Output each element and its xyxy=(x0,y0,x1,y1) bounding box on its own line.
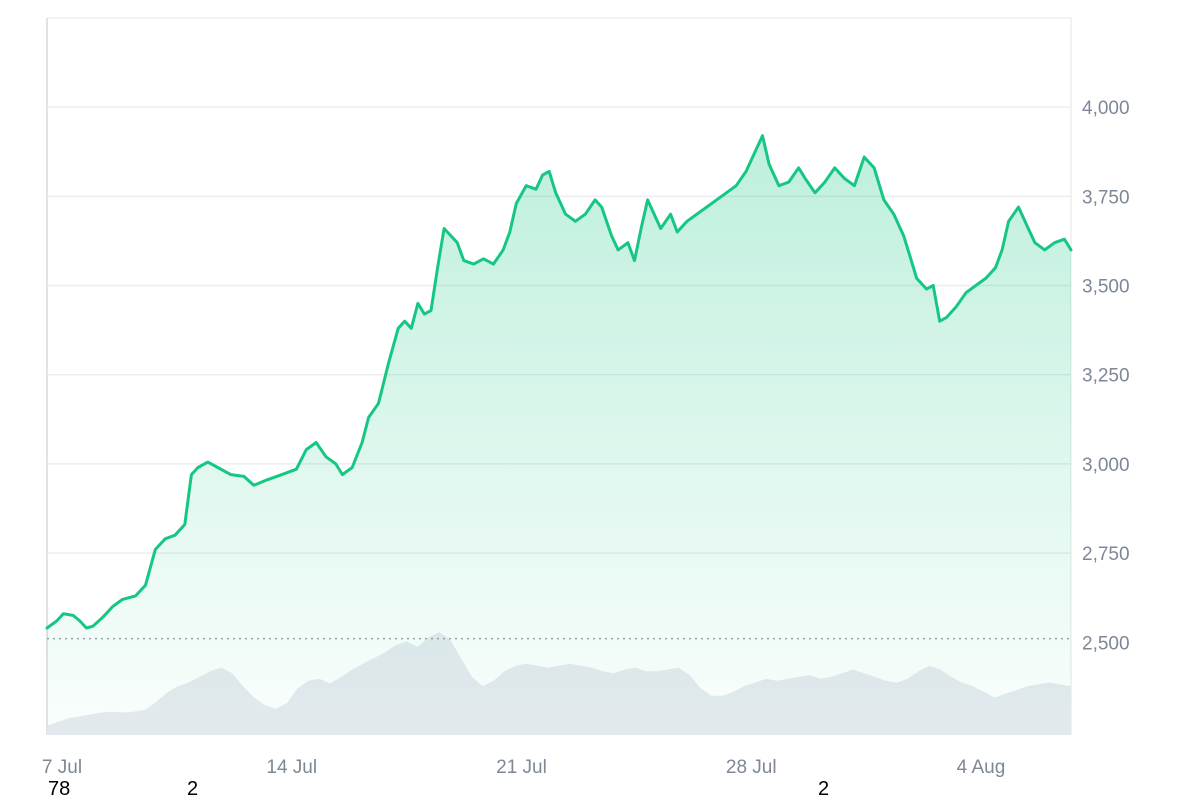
y-tick-label: 4,000 xyxy=(1082,98,1130,119)
stray-label-b: 2 xyxy=(187,778,199,800)
stray-label-a: 78 xyxy=(48,778,71,800)
stray-label-c: 2 xyxy=(818,778,830,800)
y-tick-label: 3,250 xyxy=(1082,366,1130,387)
y-tick-label: 2,750 xyxy=(1082,544,1130,565)
price-area xyxy=(47,135,1071,735)
x-axis-ticks: 7 Jul 14 Jul 21 Jul 28 Jul 4 Aug xyxy=(42,757,1005,778)
x-tick-label: 21 Jul xyxy=(496,757,547,778)
x-tick-label: 28 Jul xyxy=(726,757,777,778)
y-tick-label: 2,500 xyxy=(1082,633,1130,654)
y-tick-label: 3,000 xyxy=(1082,455,1130,476)
y-tick-label: 3,500 xyxy=(1082,277,1130,298)
y-axis-ticks: 2,500 2,750 3,000 3,250 3,500 3,750 4,000 xyxy=(1082,98,1130,654)
x-tick-label: 14 Jul xyxy=(266,757,317,778)
x-tick-label: 4 Aug xyxy=(957,757,1006,778)
price-line-path xyxy=(45,134,1073,630)
price-area-shape xyxy=(47,135,1071,735)
x-tick-label: 7 Jul xyxy=(42,757,82,778)
y-tick-label: 3,750 xyxy=(1082,187,1130,208)
price-line xyxy=(45,134,1073,630)
